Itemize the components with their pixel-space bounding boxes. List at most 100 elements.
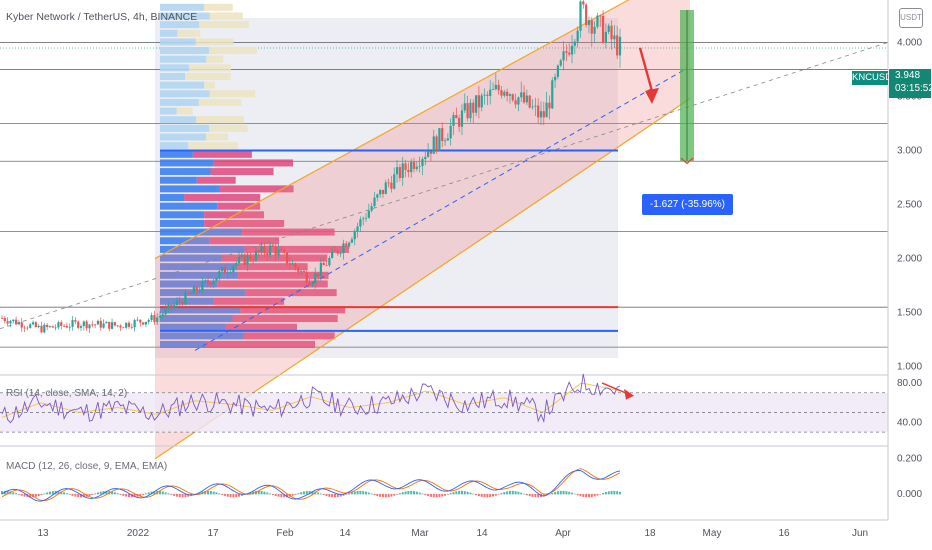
vp-bar-pink-34	[209, 47, 258, 55]
vp-bar-pink-26	[196, 116, 245, 124]
vp-bar-blue-19	[160, 176, 197, 184]
candle-body-116	[328, 257, 331, 266]
vp-bar-blue-2	[160, 323, 226, 331]
macd-hist-60	[170, 493, 173, 495]
macd-hist-107	[302, 491, 305, 495]
macd-hist-174	[492, 493, 495, 497]
macd-hist-140	[396, 493, 399, 495]
macd-hist-209	[590, 493, 593, 498]
macd-hist-16	[46, 492, 49, 495]
candle-body-172	[486, 94, 489, 96]
vp-bar-blue-5	[160, 297, 214, 305]
candle-body-11	[31, 322, 35, 325]
macd-hist-58	[164, 492, 167, 495]
macd-hist-40	[113, 492, 116, 495]
vp-bar-pink-31	[185, 72, 231, 80]
candle-body-216	[610, 25, 613, 40]
macd-hist-33	[94, 493, 97, 495]
candle-body-6	[17, 322, 21, 325]
macd-hist-217	[613, 490, 616, 495]
macd-hist-34	[96, 492, 99, 495]
candle-body-148	[418, 166, 421, 167]
candle-body-49	[139, 319, 142, 323]
vp-bar-pink-18	[219, 185, 294, 193]
candle-body-185	[522, 92, 526, 103]
vp-bar-pink-3	[232, 315, 338, 323]
macd-hist-88	[249, 492, 252, 495]
candle-body-140	[395, 167, 399, 175]
vp-bar-blue-25	[160, 124, 210, 132]
macd-hist-199	[562, 490, 565, 495]
macd-hist-137	[387, 493, 390, 498]
macd-hist-101	[286, 493, 289, 498]
macd-hist-205	[579, 493, 582, 497]
macd-hist-214	[604, 492, 607, 495]
candle-body-114	[322, 262, 325, 266]
macd-hist-100	[283, 493, 286, 498]
macd-hist-84	[238, 493, 241, 497]
macd-hist-124	[350, 492, 353, 495]
candle-body-190	[537, 105, 540, 118]
rsi-line	[1, 373, 621, 424]
vp-bar-blue-36	[160, 29, 178, 37]
macd-hist-200	[565, 491, 568, 495]
macd-hist-97	[274, 493, 277, 496]
vp-bar-blue-38	[160, 12, 210, 20]
candle-body-35	[99, 320, 102, 328]
candle-body-3	[9, 321, 12, 324]
candle-body-24	[68, 326, 71, 328]
candle-body-129	[364, 217, 368, 219]
macd-hist-0	[1, 491, 3, 495]
macd-hist-108	[305, 490, 308, 495]
candle-body-96	[271, 245, 275, 247]
macd-hist-116	[328, 493, 331, 497]
macd-hist-62	[175, 493, 178, 497]
vp-bar-pink-24	[206, 133, 229, 141]
candle-body-150	[424, 156, 427, 160]
macd-hist-104	[294, 493, 297, 495]
macd-hist-198	[559, 490, 562, 495]
x-tick-4: 14	[339, 528, 351, 539]
x-tick-2: 17	[207, 528, 219, 539]
candle-body-40	[113, 322, 116, 326]
long-trend-dashed	[0, 42, 889, 330]
candle-body-138	[390, 182, 393, 189]
macd-hist-46	[130, 493, 133, 498]
candle-body-38	[108, 321, 111, 329]
macd-hist-146	[413, 491, 415, 495]
x-tick-8: 18	[644, 528, 656, 539]
vp-bar-pink-25	[209, 124, 248, 132]
macd-hist-31	[88, 493, 91, 496]
macd-hist-78	[221, 493, 224, 495]
macd-hist-206	[582, 493, 585, 497]
candle-body-28	[79, 326, 83, 328]
macd-hist-7	[20, 493, 23, 496]
candle-body-175	[494, 84, 497, 90]
macd-pane	[0, 445, 888, 502]
macd-hist-155	[438, 493, 441, 498]
candle-body-93	[263, 246, 266, 254]
candle-body-146	[412, 161, 416, 169]
macd-hist-175	[494, 493, 497, 496]
candle-body-26	[74, 320, 77, 322]
candle-body-111	[314, 273, 317, 284]
vp-bar-pink-2	[225, 323, 297, 331]
macd-hist-197	[556, 491, 559, 495]
vp-bar-blue-24	[160, 133, 207, 141]
candle-body-173	[489, 89, 492, 96]
macd-hist-147	[415, 491, 418, 495]
candle-body-78	[221, 267, 224, 272]
macd-hist-208	[587, 493, 590, 498]
candle-body-94	[266, 253, 269, 255]
candle-body-194	[548, 102, 551, 109]
candle-body-134	[379, 189, 382, 195]
candle-body-212	[599, 15, 602, 17]
candle-body-57	[161, 314, 164, 316]
macd-hist-99	[280, 493, 283, 498]
macd-hist-85	[240, 493, 243, 496]
candle-body-151	[427, 151, 430, 157]
candle-body-107	[302, 271, 306, 273]
chart-title[interactable]: Kyber Network / TetherUS, 4h, BINANCE	[6, 11, 198, 23]
vp-bar-pink-36	[177, 29, 201, 37]
